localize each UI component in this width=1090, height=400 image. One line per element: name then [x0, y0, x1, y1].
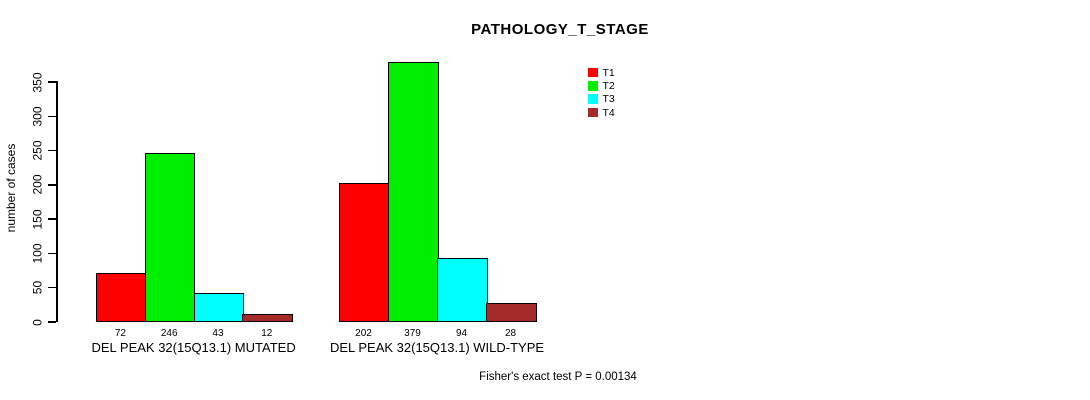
legend-swatch-t2: [588, 81, 598, 91]
bar-t2-group2: [388, 62, 439, 322]
y-axis-tick: [48, 149, 56, 152]
legend-item: T4: [588, 106, 615, 119]
bar-value-label: 379: [404, 328, 421, 339]
bar-value-label: 12: [261, 328, 273, 339]
y-axis-tick: [48, 321, 56, 323]
bar-t3-group1: [193, 292, 244, 322]
bar-t1-group2: [339, 183, 390, 322]
y-axis-tick: [48, 252, 56, 255]
bar-t3-group2: [437, 257, 488, 322]
legend: T1 T2 T3 T4: [588, 66, 615, 119]
bar-t4-group1: [242, 313, 293, 322]
y-axis-tick-label: 250: [30, 140, 45, 161]
bar-value-label: 43: [212, 328, 224, 339]
legend-swatch-t1: [588, 67, 598, 78]
y-axis-tick: [48, 81, 56, 83]
legend-swatch-t4: [588, 107, 598, 118]
bar-t2-group1: [144, 153, 196, 322]
y-axis-tick: [48, 184, 56, 186]
chart-title: PATHOLOGY_T_STAGE: [471, 21, 649, 38]
y-axis-tick: [48, 218, 56, 220]
bar-t1-group1: [96, 272, 147, 322]
legend-label: T3: [602, 93, 615, 106]
group-label: DEL PEAK 32(15Q13.1) MUTATED: [91, 340, 296, 355]
bar-value-label: 202: [355, 328, 372, 339]
legend-item: T2: [588, 79, 615, 92]
group-label: DEL PEAK 32(15Q13.1) WILD-TYPE: [329, 340, 545, 355]
bar-t4-group2: [486, 302, 537, 322]
legend-item: T1: [588, 66, 615, 79]
legend-label: T4: [602, 106, 615, 119]
y-axis-tick-label: 150: [30, 209, 45, 230]
bar-value-label: 246: [160, 328, 178, 339]
fisher-test-annotation: Fisher's exact test P = 0.00134: [479, 371, 637, 383]
y-axis-tick-label: 350: [30, 71, 45, 93]
y-axis-label: number of cases: [4, 143, 18, 233]
legend-item: T3: [588, 93, 615, 106]
y-axis-tick: [48, 115, 56, 118]
y-axis-tick: [48, 286, 56, 289]
bar-value-label: 28: [504, 328, 517, 339]
y-axis-tick-label: 200: [30, 174, 45, 195]
y-axis-line: [56, 81, 58, 322]
bar-value-label: 72: [114, 328, 126, 339]
y-axis-tick-label: 0: [30, 318, 45, 326]
legend-label: T1: [602, 66, 615, 79]
y-axis-tick-label: 50: [30, 281, 45, 295]
legend-label: T2: [602, 79, 615, 92]
legend-swatch-t3: [588, 94, 598, 104]
bar-value-label: 94: [455, 328, 468, 339]
